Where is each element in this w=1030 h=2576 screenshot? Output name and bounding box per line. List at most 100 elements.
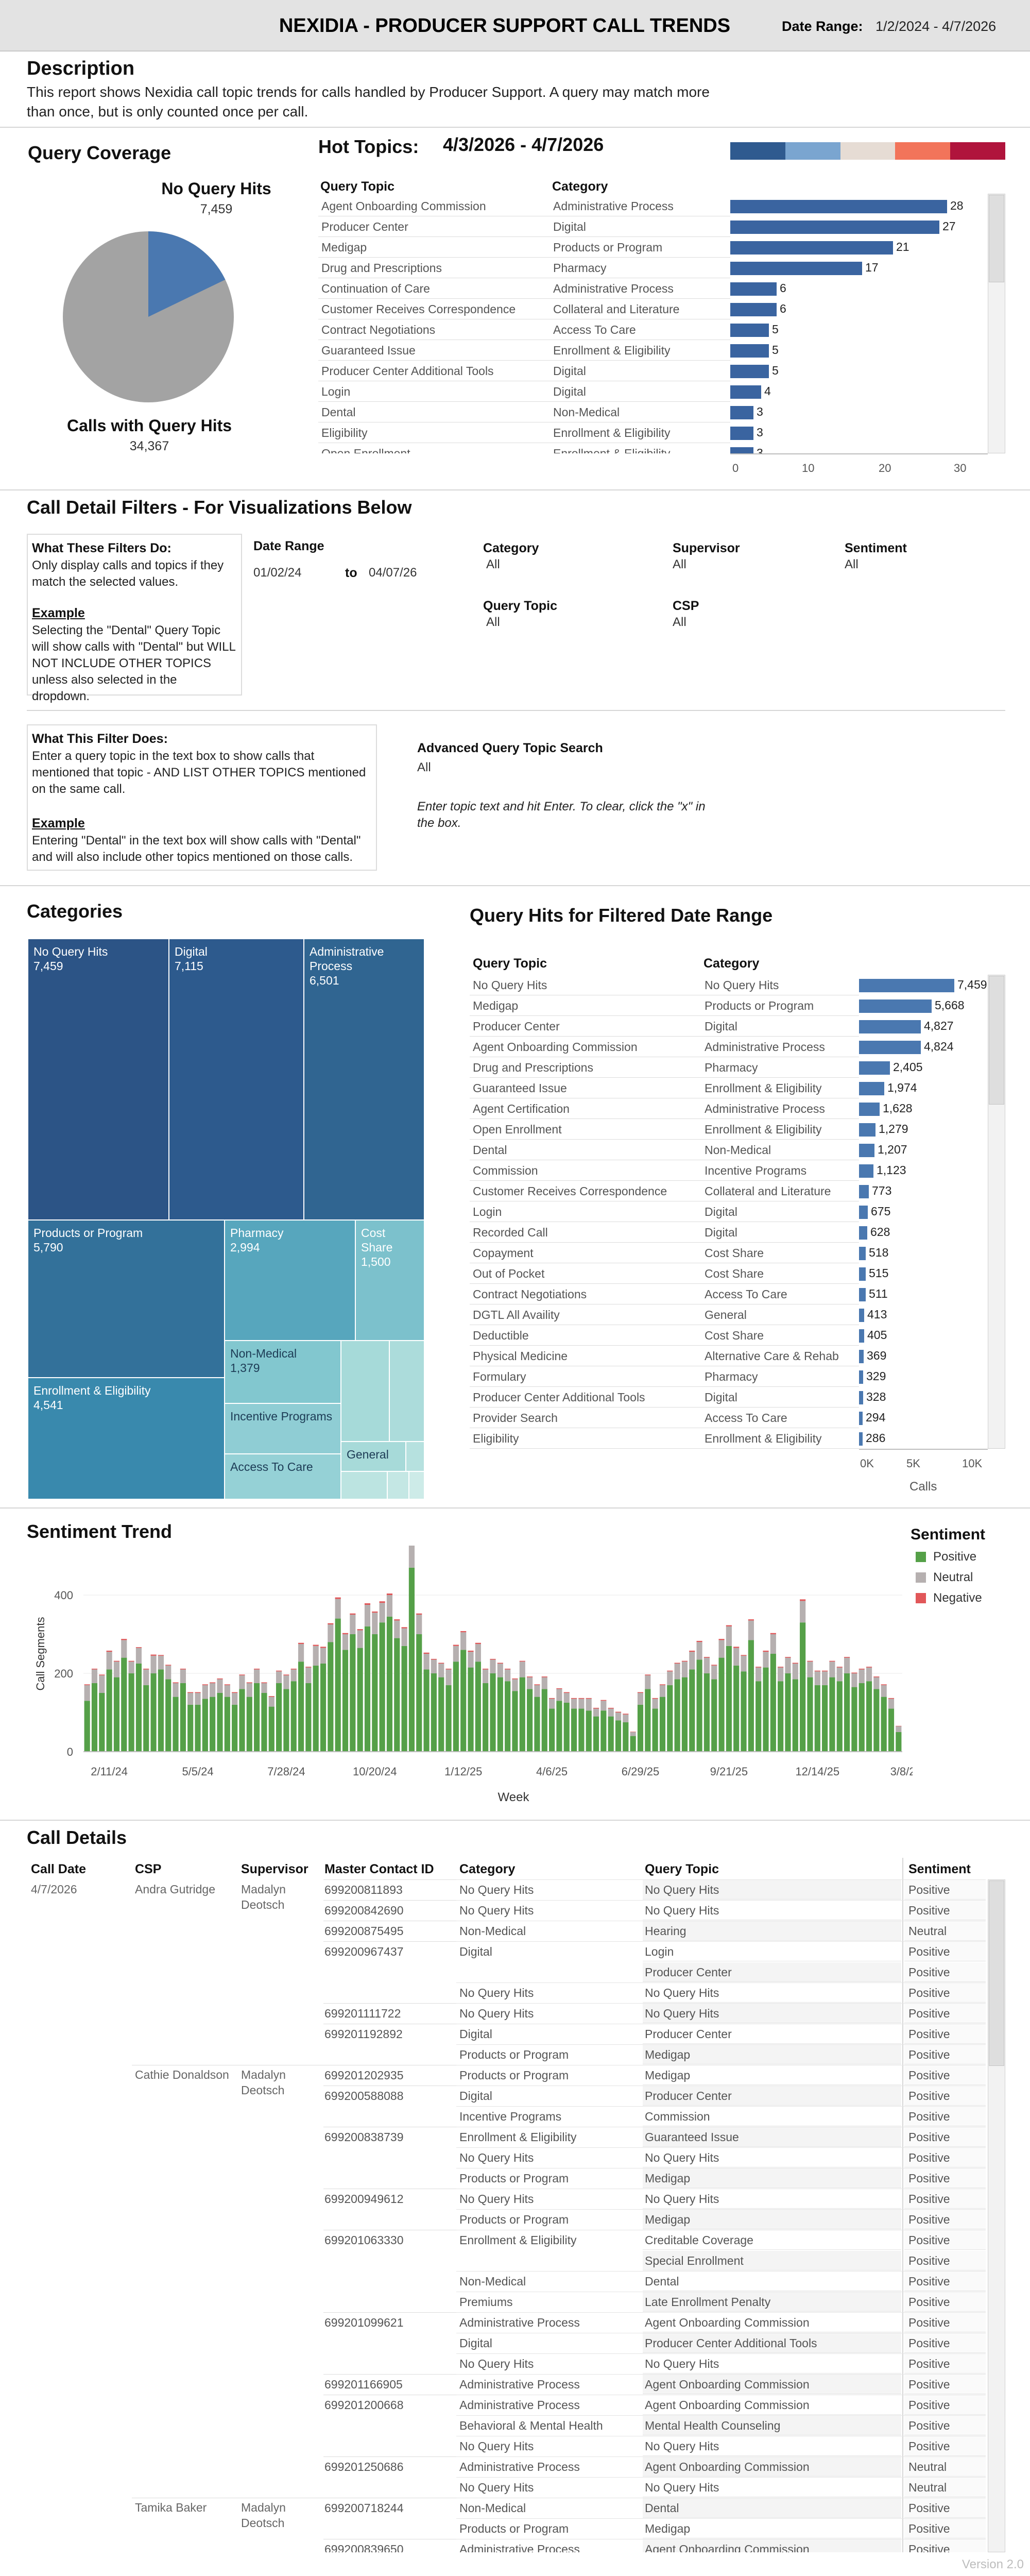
hot-topic-row[interactable]: Agent Onboarding Commission Administrativ… — [318, 196, 730, 216]
sentiment-bar-segment[interactable] — [84, 1684, 90, 1685]
query-hit-bar[interactable] — [859, 1123, 876, 1137]
sentiment-bar-segment[interactable] — [187, 1704, 194, 1752]
sentiment-bar-segment[interactable] — [512, 1678, 518, 1680]
treemap-tile-general[interactable]: General — [341, 1442, 406, 1471]
sentiment-bar-segment[interactable] — [187, 1692, 194, 1693]
treemap-tile-non-medical[interactable]: Non-Medical 1,379 — [225, 1341, 341, 1403]
sentiment-bar-segment[interactable] — [320, 1648, 327, 1664]
sentiment-bar-segment[interactable] — [534, 1685, 540, 1697]
sentiment-bar-segment[interactable] — [652, 1708, 658, 1752]
sentiment-bar-segment[interactable] — [460, 1631, 467, 1633]
sentiment-bar-segment[interactable] — [667, 1685, 673, 1752]
sentiment-bar-segment[interactable] — [844, 1673, 850, 1752]
sentiment-bar-segment[interactable] — [239, 1675, 245, 1689]
hot-topic-row[interactable]: Drug and Prescriptions Pharmacy — [318, 258, 730, 278]
sentiment-bar-segment[interactable] — [822, 1670, 828, 1672]
sentiment-bar-segment[interactable] — [541, 1677, 547, 1689]
sentiment-bar-segment[interactable] — [217, 1678, 223, 1680]
sentiment-bar-segment[interactable] — [896, 1726, 902, 1732]
master-contact-id[interactable]: 699201192892 — [324, 2027, 403, 2041]
sentiment-bar-segment[interactable] — [99, 1674, 105, 1675]
sentiment-bar-segment[interactable] — [659, 1684, 666, 1685]
sentiment-bar-segment[interactable] — [416, 1613, 422, 1615]
sentiment-bar-segment[interactable] — [135, 1647, 142, 1648]
sentiment-bar-segment[interactable] — [180, 1668, 186, 1670]
sentiment-bar-segment[interactable] — [822, 1685, 828, 1752]
sentiment-bar-segment[interactable] — [873, 1677, 880, 1689]
sentiment-bar-segment[interactable] — [770, 1634, 776, 1654]
query-hit-row[interactable]: Customer Receives Correspondence Collater… — [470, 1181, 859, 1201]
sentiment-bar-segment[interactable] — [210, 1697, 216, 1752]
sentiment-bar-segment[interactable] — [733, 1648, 740, 1666]
sentiment-bar-segment[interactable] — [534, 1684, 540, 1685]
sentiment-bar-segment[interactable] — [659, 1697, 666, 1752]
sentiment-bar-segment[interactable] — [453, 1645, 459, 1646]
sentiment-bar-segment[interactable] — [829, 1677, 835, 1752]
sentiment-bar-segment[interactable] — [681, 1662, 688, 1677]
sentiment-bar-segment[interactable] — [224, 1697, 230, 1752]
sentiment-bar-segment[interactable] — [748, 1620, 754, 1640]
sentiment-bar-segment[interactable] — [158, 1655, 164, 1670]
sentiment-bar-segment[interactable] — [822, 1671, 828, 1685]
sentiment-bar-segment[interactable] — [173, 1682, 179, 1683]
sentiment-bar-segment[interactable] — [667, 1671, 673, 1685]
sentiment-bar-segment[interactable] — [490, 1673, 496, 1752]
sentiment-bar-segment[interactable] — [800, 1599, 806, 1601]
sentiment-bar-segment[interactable] — [600, 1710, 607, 1752]
sentiment-bar-segment[interactable] — [320, 1664, 327, 1752]
query-hit-row[interactable]: No Query Hits No Query Hits — [470, 975, 859, 995]
sentiment-bar-segment[interactable] — [696, 1640, 702, 1642]
sentiment-bar-segment[interactable] — [328, 1642, 334, 1752]
sentiment-bar-segment[interactable] — [217, 1679, 223, 1693]
sentiment-bar-segment[interactable] — [283, 1689, 289, 1752]
sentiment-bar-segment[interactable] — [290, 1669, 297, 1682]
sentiment-bar-segment[interactable] — [453, 1646, 459, 1662]
sentiment-bar-segment[interactable] — [659, 1685, 666, 1697]
sentiment-bar-segment[interactable] — [364, 1605, 371, 1626]
sentiment-bar-segment[interactable] — [305, 1683, 312, 1752]
sentiment-bar-segment[interactable] — [726, 1625, 732, 1626]
sentiment-bar-segment[interactable] — [135, 1648, 142, 1664]
sentiment-bar-segment[interactable] — [549, 1699, 555, 1709]
sentiment-bar-segment[interactable] — [873, 1689, 880, 1752]
sentiment-bar-segment[interactable] — [756, 1667, 762, 1668]
sentiment-bar-segment[interactable] — [645, 1674, 651, 1675]
sentiment-bar-segment[interactable] — [703, 1673, 710, 1752]
hot-topic-row[interactable]: Contract Negotiations Access To Care — [318, 319, 730, 340]
master-contact-id[interactable]: 699200718244 — [324, 2501, 404, 2515]
sentiment-bar-segment[interactable] — [851, 1687, 857, 1752]
sentiment-bar-segment[interactable] — [173, 1683, 179, 1697]
sentiment-bar-segment[interactable] — [217, 1693, 223, 1752]
sentiment-bar-segment[interactable] — [386, 1593, 393, 1595]
sentiment-bar-segment[interactable] — [896, 1732, 902, 1752]
sentiment-bar-segment[interactable] — [483, 1669, 489, 1683]
master-contact-id[interactable]: 699200839650 — [324, 2543, 404, 2552]
sentiment-bar-segment[interactable] — [497, 1677, 503, 1752]
sentiment-bar-segment[interactable] — [814, 1671, 820, 1685]
sentiment-bar-segment[interactable] — [512, 1691, 518, 1752]
sentiment-bar-segment[interactable] — [807, 1677, 813, 1752]
sentiment-bar-segment[interactable] — [483, 1683, 489, 1752]
sentiment-bar-segment[interactable] — [667, 1670, 673, 1672]
sentiment-bar-segment[interactable] — [210, 1682, 216, 1683]
sentiment-bar-segment[interactable] — [571, 1699, 577, 1709]
sentiment-bar-segment[interactable] — [128, 1662, 134, 1673]
master-contact-id[interactable]: 699201250686 — [324, 2460, 404, 2473]
master-contact-id[interactable]: 699200949612 — [324, 2192, 404, 2206]
sentiment-bar-segment[interactable] — [468, 1650, 474, 1652]
sentiment-bar-segment[interactable] — [711, 1665, 717, 1680]
sentiment-bar-segment[interactable] — [674, 1679, 680, 1752]
sentiment-bar-segment[interactable] — [394, 1638, 400, 1752]
sentiment-bar-segment[interactable] — [268, 1697, 274, 1707]
sentiment-bar-segment[interactable] — [91, 1668, 98, 1670]
sentiment-bar-segment[interactable] — [246, 1683, 252, 1697]
sentiment-bar-segment[interactable] — [431, 1659, 437, 1673]
category-filter-value[interactable]: All — [486, 557, 500, 571]
sentiment-bar-segment[interactable] — [394, 1619, 400, 1621]
treemap-tile-small[interactable] — [409, 1471, 424, 1499]
sentiment-bar-segment[interactable] — [113, 1677, 120, 1752]
categories-treemap[interactable]: No Query Hits 7,459 Digital 7,115 Administ… — [28, 939, 424, 1499]
sentiment-bar-segment[interactable] — [637, 1704, 644, 1752]
query-hit-bar[interactable] — [859, 1288, 866, 1301]
hot-topic-bar[interactable] — [730, 365, 769, 378]
